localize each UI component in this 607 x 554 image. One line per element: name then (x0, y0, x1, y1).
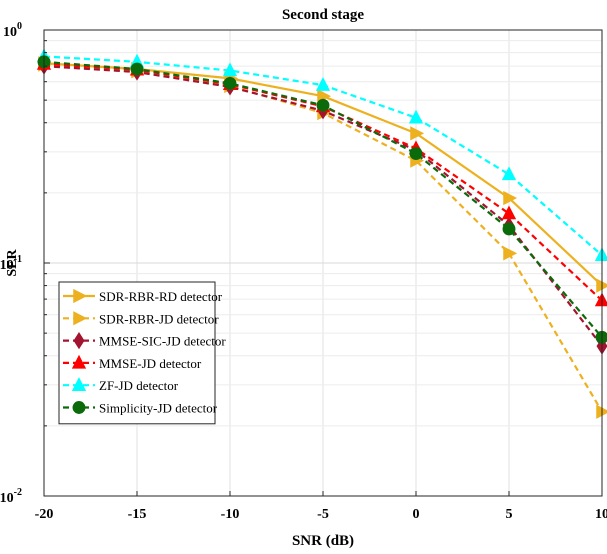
legend-marker (73, 288, 88, 304)
y-tick-label: 10-2 (0, 487, 22, 506)
data-point (502, 222, 516, 236)
data-point (130, 62, 144, 76)
x-tick-label: -20 (35, 507, 54, 522)
x-tick-label: 10 (595, 507, 607, 522)
legend-label: Simplicity-JD detector (99, 401, 218, 416)
legend-label: MMSE-SIC-JD detector (99, 334, 226, 349)
legend-marker (72, 401, 86, 414)
legend-box (58, 281, 216, 425)
legend-item: MMSE-SIC-JD detector (63, 331, 226, 350)
data-point (408, 109, 424, 124)
data-point (503, 246, 518, 261)
legend-item: SDR-RBR-RD detector (63, 288, 223, 304)
data-point (501, 166, 517, 181)
data-point (315, 77, 331, 91)
legend-label: SDR-RBR-JD detector (99, 311, 219, 326)
data-point (410, 126, 425, 141)
x-tick-label: -5 (317, 507, 329, 522)
x-tick-label: 5 (506, 507, 513, 522)
legend-label: SDR-RBR-RD detector (99, 289, 223, 304)
legend-marker (71, 377, 87, 391)
data-point (501, 205, 517, 220)
legend-marker (73, 331, 85, 350)
data-point (503, 190, 518, 206)
legend-item: SDR-RBR-JD detector (63, 311, 219, 326)
legend-marker (71, 354, 87, 369)
data-point (409, 147, 423, 160)
legend-item: MMSE-JD detector (63, 354, 202, 371)
x-axis-label: SNR (dB) (292, 533, 354, 549)
legend-item: ZF-JD detector (63, 377, 179, 393)
legend-marker (73, 311, 88, 326)
y-tick-label: 100 (3, 21, 22, 40)
chart-title: Second stage (282, 7, 364, 23)
data-point (223, 76, 237, 90)
y-axis-label: SER (5, 248, 20, 276)
x-tick-label: -15 (128, 507, 147, 522)
x-tick-label: 0 (413, 507, 420, 522)
data-point (222, 62, 238, 77)
legend: SDR-RBR-RD detector SDR-RBR-JD detector MM… (58, 281, 226, 425)
y-tick-label: 10-1 (0, 254, 22, 273)
legend-item: Simplicity-JD detector (63, 401, 218, 416)
y-axis-ticks: 100 10-1 10-2 (0, 21, 50, 506)
x-axis-ticks: -20 -15 -10 -5 0 5 10 (35, 491, 607, 522)
legend-label: MMSE-JD detector (99, 356, 202, 371)
x-tick-label: -10 (221, 507, 240, 522)
data-point (316, 98, 330, 112)
legend-label: ZF-JD detector (99, 378, 179, 393)
